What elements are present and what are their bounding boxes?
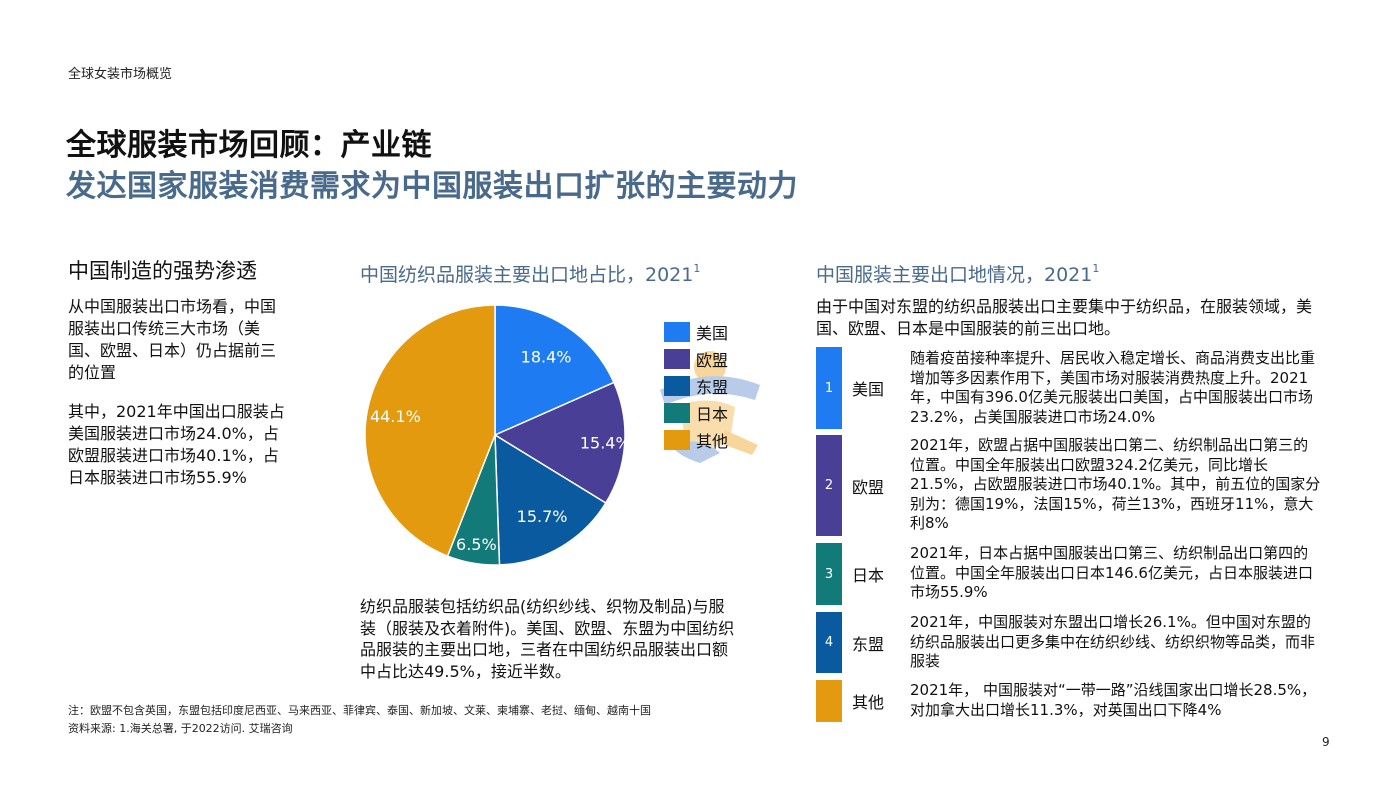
legend-swatch [664, 429, 690, 450]
table-title-superscript: 1 [1092, 262, 1100, 275]
pie-data-label-3: 15.7% [517, 507, 568, 526]
table-row-us: 1 美国 随着疫苗接种率提升、居民收入稳定增长、商品消费支出比重增加等多因素作用… [816, 347, 1336, 429]
legend-item-asean: 东盟 [664, 372, 744, 399]
left-heading: 中国制造的强势渗透 [68, 259, 257, 283]
table-row-japan: 3 日本 2021年，日本占据中国服装出口第三、纺织制品出口第四的位置。中国全年… [816, 543, 1336, 605]
pie-data-label-5: 44.1% [370, 407, 421, 426]
legend-item-other: 其他 [664, 426, 744, 453]
pie-data-label-1: 18.4% [521, 348, 572, 367]
legend-swatch [664, 375, 690, 396]
pie-slice-5 [364, 304, 496, 558]
table-row-eu: 2 欧盟 2021年，欧盟占据中国服装出口第二、纺织制品出口第三的位置。中国全年… [816, 435, 1336, 536]
left-paragraph-2: 其中，2021年中国出口服装占美国服装进口市场24.0%，占欧盟服装进口市场40… [68, 402, 285, 487]
row-description: 2021年，中国服装对东盟出口增长26.1%。但中国对东盟的纺织品服装出口更多集… [910, 613, 1316, 670]
legend-item-eu: 欧盟 [664, 345, 744, 372]
pie-data-label-4: 6.5% [456, 535, 497, 554]
table-title: 中国服装主要出口地情况，20211 [816, 260, 1099, 287]
page-number: 9 [1322, 735, 1330, 749]
row-name: 日本 [852, 566, 885, 585]
row-description: 随着疫苗接种率提升、居民收入稳定增长、商品消费支出比重增加等多因素作用下，美国市… [910, 349, 1316, 426]
left-paragraph-1: 从中国服装出口市场看，中国服装出口传统三大市场（美国、欧盟、日本）仍占据前三的位… [68, 297, 277, 382]
chart-title-superscript: 1 [693, 262, 701, 275]
row-name: 其他 [852, 693, 885, 712]
table-row-other: 其他 2021年， 中国服装对“一带一路”沿线国家出口增长28.5%，对加拿大出… [816, 680, 1336, 722]
row-name: 美国 [852, 380, 885, 399]
row-number-badge [816, 680, 842, 722]
pie-slice-2 [493, 381, 626, 505]
legend-swatch [664, 348, 690, 369]
legend-label: 其他 [696, 431, 729, 451]
pie-data-label-2: 15.4% [580, 433, 631, 452]
legend-swatch [664, 402, 690, 423]
row-number-badge: 4 [816, 612, 842, 673]
pie-slice-3 [494, 433, 607, 566]
legend-item-us: 美国 [664, 318, 744, 345]
row-description: 2021年， 中国服装对“一带一路”沿线国家出口增长28.5%，对加拿大出口增长… [910, 681, 1317, 719]
pie-slice-1 [494, 304, 615, 437]
pie-chart: 18.4% 15.4% 15.7% 6.5% 44.1% [364, 304, 631, 566]
row-number-badge: 3 [816, 543, 842, 605]
row-description: 2021年，欧盟占据中国服装出口第二、纺织制品出口第三的位置。中国全年服装出口欧… [910, 436, 1321, 532]
row-number-badge: 2 [816, 435, 842, 536]
chart-legend: 美国 欧盟 东盟 日本 其他 [664, 318, 744, 453]
legend-label: 日本 [696, 404, 729, 424]
row-name: 东盟 [852, 634, 885, 654]
row-number-badge: 1 [816, 347, 842, 429]
table-title-text: 中国服装主要出口地情况，2021 [816, 264, 1093, 286]
page-subtitle: 发达国家服装消费需求为中国服装出口扩张的主要动力 [66, 169, 798, 204]
legend-label: 美国 [696, 323, 729, 343]
section-label: 全球女装市场概览 [68, 67, 173, 82]
legend-item-japan: 日本 [664, 399, 744, 426]
footnote: 注：欧盟不包含英国，东盟包括印度尼西亚、马来西亚、菲律宾、泰国、新加坡、文莱、柬… [68, 704, 651, 717]
row-name: 欧盟 [852, 477, 885, 497]
legend-label: 东盟 [696, 377, 729, 397]
table-row-asean: 4 东盟 2021年，中国服装对东盟出口增长26.1%。但中国对东盟的纺织品服装… [816, 612, 1336, 673]
page-title: 全球服装市场回顾：产业链 [66, 128, 432, 163]
legend-swatch [664, 321, 690, 342]
chart-title-text: 中国纺织品服装主要出口地占比，2021 [360, 264, 694, 286]
chart-title: 中国纺织品服装主要出口地占比，20211 [360, 260, 700, 287]
row-description: 2021年，日本占据中国服装出口第三、纺织制品出口第四的位置。中国全年服装出口日… [910, 544, 1313, 601]
source-note: 资料来源: 1.海关总署, 于2022访问. 艾瑞咨询 [68, 722, 293, 735]
table-intro: 由于中国对东盟的纺织品服装出口主要集中于纺织品，在服装领域，美国、欧盟、日本是中… [816, 297, 1313, 338]
legend-label: 欧盟 [696, 350, 729, 370]
chart-note: 纺织品服装包括纺织品(纺织纱线、织物及制品)与服装（服装及衣着附件)。美国、欧盟… [360, 597, 735, 681]
